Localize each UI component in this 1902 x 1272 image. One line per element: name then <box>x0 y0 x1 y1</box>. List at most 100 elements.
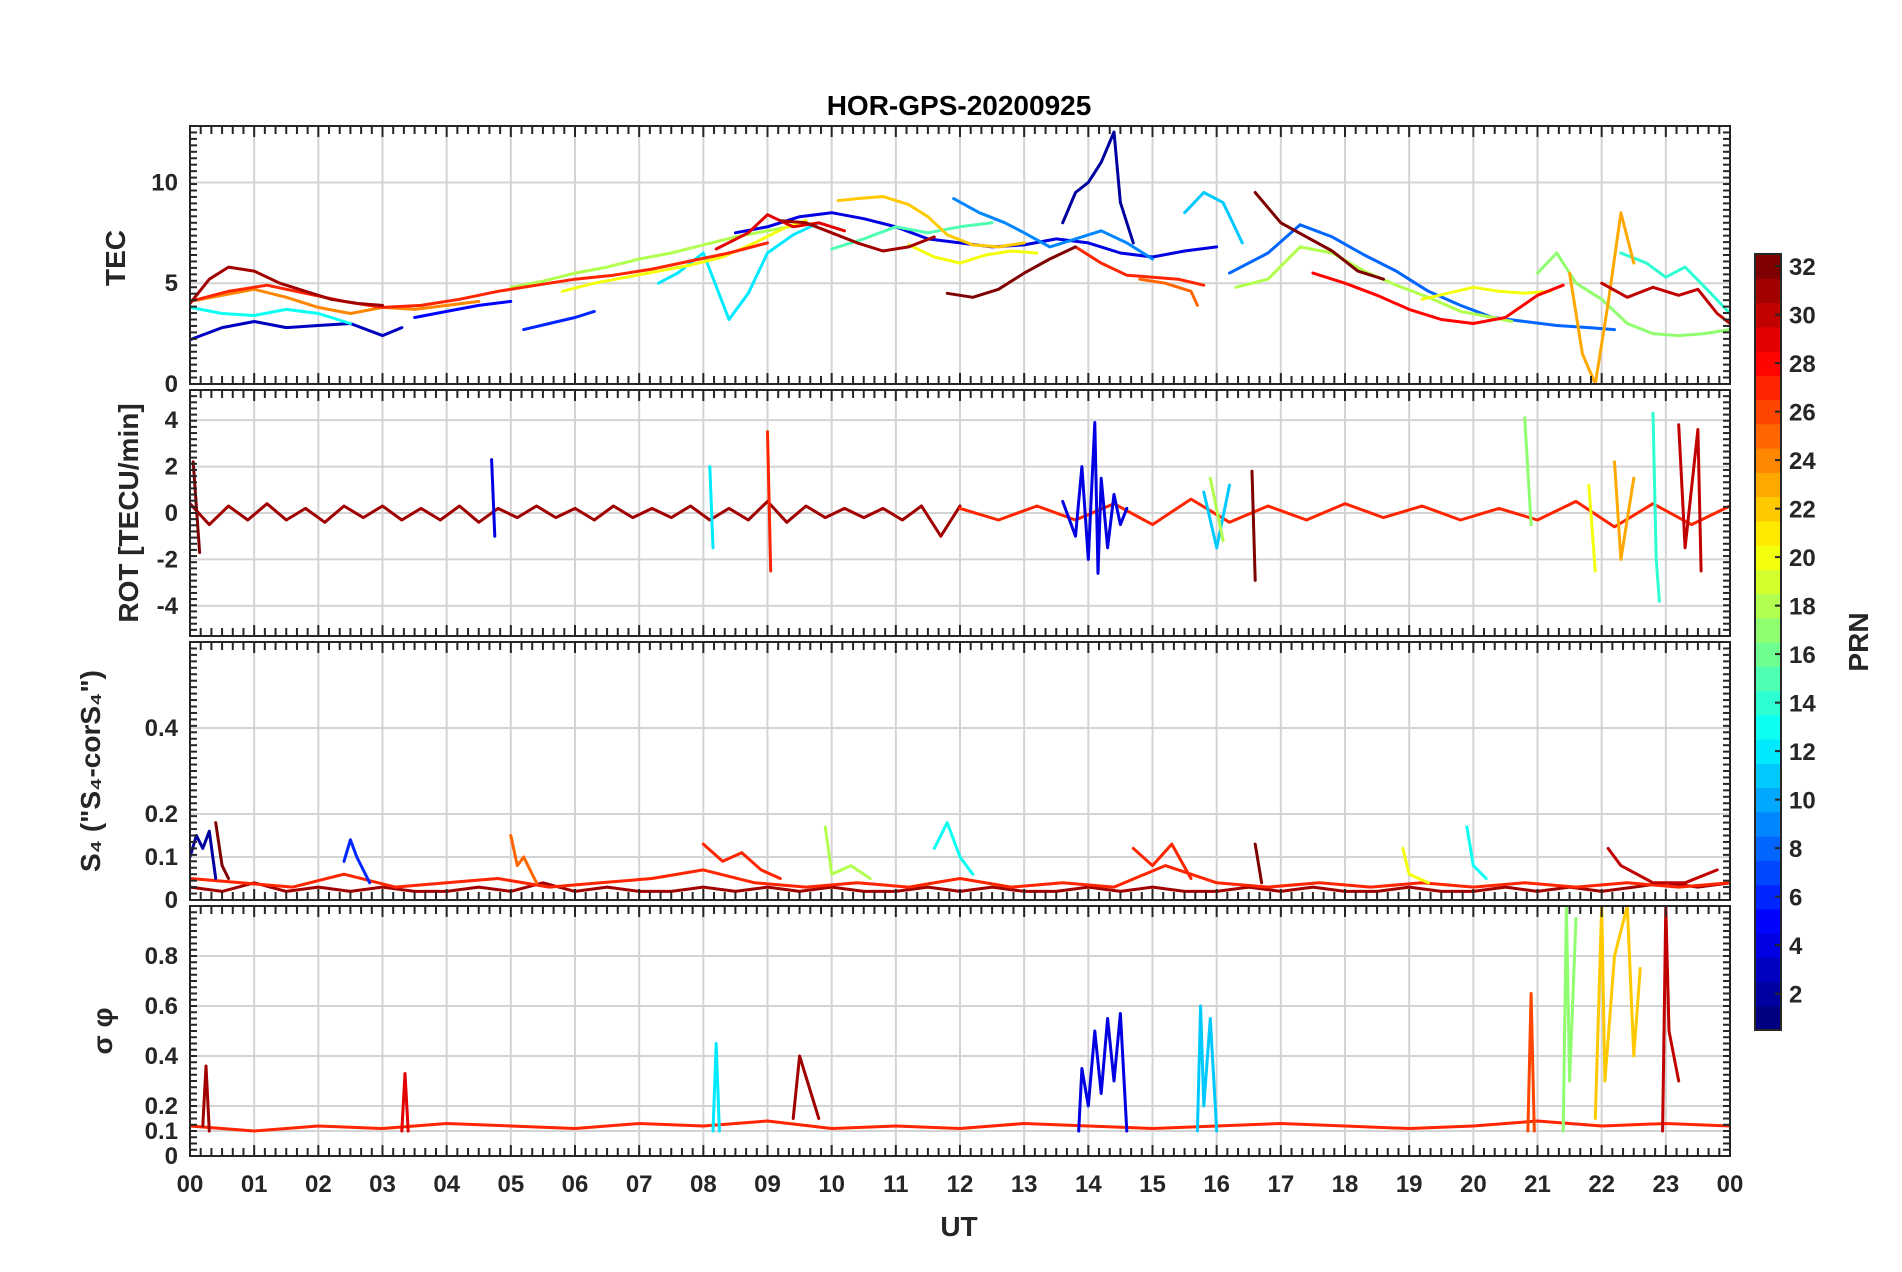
colorbar-tick-label: 30 <box>1789 303 1816 330</box>
x-tick-label: 03 <box>369 1171 396 1198</box>
x-tick-label: 20 <box>1460 1171 1487 1198</box>
series-prn-20 <box>1587 483 1597 573</box>
axis-ticks <box>189 641 1731 901</box>
series-prn-8 <box>1228 223 1616 332</box>
series-prn-20 <box>907 243 1039 265</box>
series-prn-11 <box>1195 1004 1219 1133</box>
x-tick-label: 00 <box>177 1171 204 1198</box>
series-prn-17 <box>1536 251 1730 338</box>
x-tick-label: 09 <box>754 1171 781 1198</box>
series-prn-22 <box>836 195 1026 249</box>
x-tick-label: 08 <box>690 1171 717 1198</box>
x-tick-label: 02 <box>305 1171 332 1198</box>
colorbar-cell <box>1755 666 1781 692</box>
series-prn-32 <box>1250 469 1257 582</box>
panel-tec: 0 5 10 TEC <box>100 125 1731 398</box>
series-prn-31 <box>778 219 936 253</box>
series-prn-27 <box>958 497 1730 529</box>
y-tick-label: 0.1 <box>145 844 178 871</box>
colorbar-frame <box>1754 253 1782 1031</box>
x-tick-label: 14 <box>1075 1171 1102 1198</box>
colorbar-cell <box>1755 569 1781 595</box>
x-tick-label: 12 <box>947 1171 974 1198</box>
colorbar-cell <box>1755 520 1781 546</box>
series-prn-20 <box>1420 285 1552 301</box>
x-tick-label: 01 <box>241 1171 268 1198</box>
series-prn-20 <box>560 219 808 293</box>
colorbar-tick-label: 20 <box>1789 545 1816 572</box>
series-prn-14 <box>1619 251 1730 315</box>
series-prn-25 <box>509 834 538 885</box>
panel-s4: 0 0.1 0.2 0.4 S₄ ("S₄-corS₄") <box>75 641 1731 914</box>
series-prn-27 <box>1074 245 1206 287</box>
colorbar-cell <box>1755 811 1781 837</box>
colorbar-tick-label: 22 <box>1789 497 1816 524</box>
series-prn-4 <box>733 211 1219 259</box>
series-prn-11 <box>1202 483 1231 550</box>
colorbar-tick-label: 16 <box>1789 642 1816 669</box>
series-prn-12 <box>656 221 821 321</box>
colorbar-tick-label: 8 <box>1789 836 1802 863</box>
colorbar-tick-label: 26 <box>1789 400 1816 427</box>
colorbar-cell <box>1755 860 1781 886</box>
y-axis-title: S₄ ("S₄-corS₄") <box>75 670 106 872</box>
y-tick-label: 0.4 <box>145 1043 179 1070</box>
x-tick-label: 07 <box>626 1171 653 1198</box>
colorbar-cell <box>1755 423 1781 449</box>
y-tick-label: 0 <box>165 887 178 914</box>
series-prn-25 <box>1138 277 1199 307</box>
x-axis: 00 01 02 03 04 05 06 07 08 09 10 11 12 13 14 15 16 17 18 19… <box>177 1171 1744 1198</box>
colorbar-tick-label: 6 <box>1789 885 1802 912</box>
colorbar-cell <box>1755 957 1781 983</box>
colorbar-tick-label: 2 <box>1789 982 1802 1009</box>
series-prn-3 <box>190 320 404 342</box>
axis-ticks <box>189 389 1731 637</box>
series-prn-27 <box>190 864 1730 889</box>
x-tick-label: 00 <box>1717 1171 1744 1198</box>
series-prn-27 <box>701 842 782 880</box>
x-tick-label: 04 <box>433 1171 460 1198</box>
x-tick-label: 18 <box>1332 1171 1359 1198</box>
series-prn-31 <box>791 1054 821 1120</box>
series-prn-11 <box>1183 191 1244 245</box>
colorbar-cell <box>1755 326 1781 352</box>
series-prn-31 <box>190 499 962 538</box>
series-prn-28 <box>1311 271 1565 325</box>
axis-ticks <box>189 905 1731 1157</box>
series-prn-20 <box>1401 846 1430 885</box>
y-tick-label: 5 <box>165 270 178 297</box>
x-axis-title: UT <box>940 1211 977 1242</box>
series-prn-32 <box>1253 842 1264 885</box>
x-tick-label: 21 <box>1524 1171 1551 1198</box>
colorbar-tick-label: 14 <box>1789 691 1816 718</box>
series-prn-15 <box>830 221 994 251</box>
y-tick-label: 0 <box>165 1143 178 1170</box>
series-prn-30 <box>1600 281 1730 325</box>
x-tick-label: 22 <box>1588 1171 1615 1198</box>
colorbar-cell <box>1755 1005 1781 1031</box>
colorbar-tick-label: 24 <box>1789 448 1816 475</box>
series-prn-13 <box>190 305 352 325</box>
series-prn-32 <box>945 245 1077 299</box>
x-tick-label: 10 <box>818 1171 845 1198</box>
colorbar-label: PRN <box>1843 612 1874 671</box>
y-tick-label: 0.8 <box>145 943 178 970</box>
series-prn-22 <box>1593 906 1642 1120</box>
x-tick-label: 05 <box>497 1171 524 1198</box>
series-group <box>190 130 1730 384</box>
series-prn-17 <box>1523 416 1533 527</box>
colorbar-tick-label: 10 <box>1789 788 1816 815</box>
series-prn-27 <box>190 241 769 309</box>
series-prn-30 <box>1606 846 1719 885</box>
x-tick-label: 11 <box>883 1171 908 1198</box>
series-prn-6 <box>522 309 596 332</box>
series-prn-18 <box>509 223 802 289</box>
y-tick-label: 0 <box>165 371 178 398</box>
series-prn-32 <box>214 821 230 880</box>
series-prn-4 <box>1061 421 1129 575</box>
x-tick-label: 17 <box>1267 1171 1294 1198</box>
series-prn-24 <box>190 287 481 315</box>
panel-sigma_phi: 00.10.2 0.4 0.6 0.8 σ φ <box>87 905 1731 1170</box>
